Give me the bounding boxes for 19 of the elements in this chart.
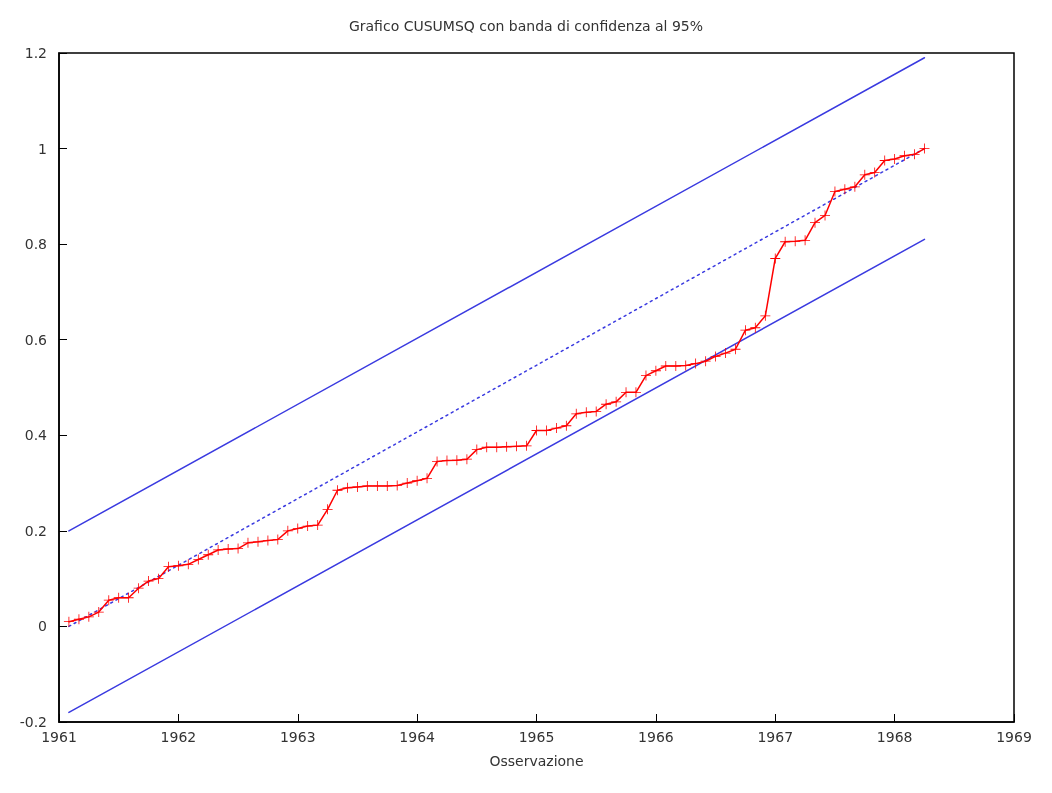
x-tick-label: 1969 bbox=[996, 729, 1032, 745]
chart-title: Grafico CUSUMSQ con banda di confidenza al 95% bbox=[348, 18, 704, 34]
y-tick-label: 0.4 bbox=[24, 427, 48, 444]
x-tick-label: 1967 bbox=[757, 729, 794, 745]
y-tick-label: 0.8 bbox=[24, 236, 47, 253]
x-tick-label: 1965 bbox=[518, 729, 555, 745]
y-tick-label: 0 bbox=[38, 618, 47, 635]
x-axis-title: Osservazione bbox=[489, 753, 584, 769]
y-tick-label: 1.2 bbox=[24, 45, 47, 61]
y-tick-label: 0.2 bbox=[24, 522, 47, 539]
y-tick-label: 0.6 bbox=[24, 331, 48, 348]
y-tick-label: 1 bbox=[38, 140, 47, 157]
x-tick-label: 1966 bbox=[638, 729, 674, 745]
x-tick-label: 1962 bbox=[160, 729, 197, 745]
x-tick-label: 1961 bbox=[41, 729, 77, 745]
x-tick-label: 1964 bbox=[399, 729, 436, 745]
x-tick-label: 1968 bbox=[876, 729, 913, 745]
y-tick-label: -0.2 bbox=[19, 714, 47, 730]
x-tick-label: 1963 bbox=[279, 729, 316, 745]
